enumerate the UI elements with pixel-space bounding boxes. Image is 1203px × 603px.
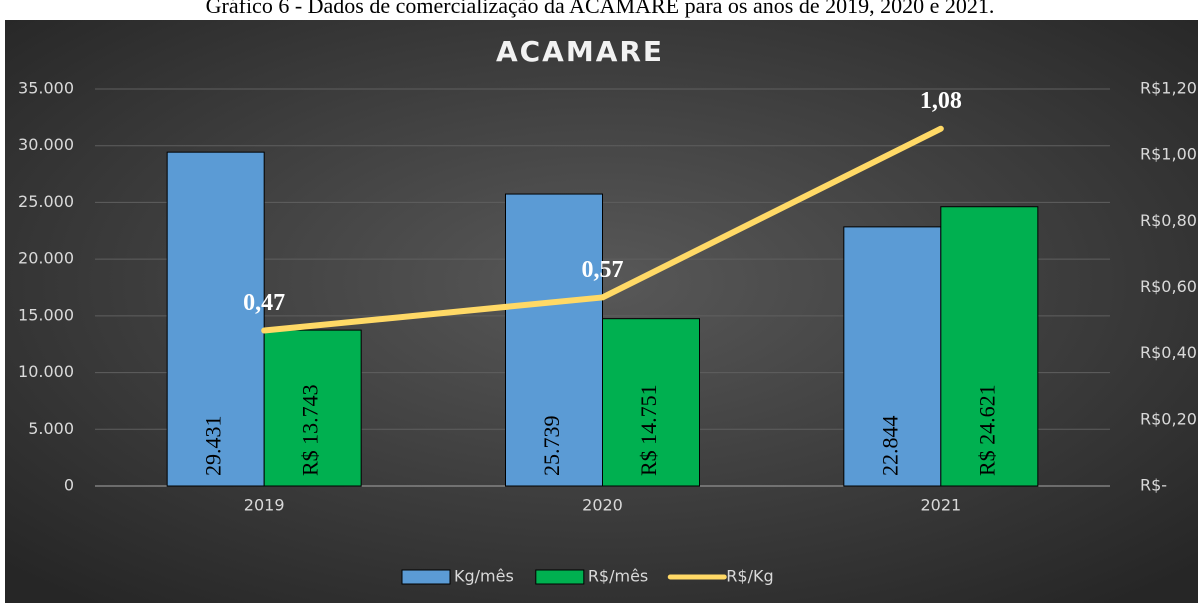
bar: [940, 206, 1039, 487]
y-tick-label: 10.000: [18, 362, 74, 381]
y2-tick-label: R$0,80: [1140, 211, 1197, 230]
y2-tick-label: R$1,00: [1140, 145, 1197, 164]
bar: [263, 329, 362, 487]
y-tick-label: 15.000: [18, 305, 74, 324]
data-label: R$ 24.621: [974, 384, 999, 476]
data-label: 0,57: [582, 257, 624, 283]
y-tick-label: 35.000: [18, 79, 74, 98]
y2-tick-label: R$1,20: [1140, 79, 1197, 98]
bar: [166, 151, 265, 487]
legend-label: R$/Kg: [726, 567, 773, 586]
data-label: 1,08: [920, 88, 962, 114]
legend-label: R$/mês: [588, 567, 648, 586]
data-label: 22.844: [877, 416, 902, 477]
x-tick-label: 2020: [582, 496, 623, 515]
x-tick-label: 2021: [920, 496, 961, 515]
data-label: 25.739: [539, 416, 564, 477]
legend-label: Kg/mês: [454, 567, 514, 586]
y2-tick-label: R$0,40: [1140, 343, 1197, 362]
y-tick-label: 20.000: [18, 249, 74, 268]
y-tick-label: 5.000: [28, 419, 74, 438]
y2-tick-label: R$-: [1140, 476, 1167, 495]
bar: [505, 193, 603, 487]
chart-title: ACAMARE: [496, 35, 664, 68]
x-tick-label: 2019: [244, 496, 285, 515]
y2-tick-label: R$0,60: [1140, 277, 1197, 296]
data-label: 29.431: [201, 416, 226, 477]
y-tick-label: 0: [64, 476, 74, 495]
y2-tick-label: R$0,20: [1140, 409, 1197, 428]
y-tick-label: 25.000: [18, 192, 74, 211]
legend-swatch: [401, 569, 451, 585]
data-label: 0,47: [243, 290, 285, 316]
legend-swatch: [535, 569, 585, 585]
data-label: R$ 14.751: [636, 384, 661, 476]
bar: [843, 226, 942, 487]
caption: Gráfico 6 - Dados de comercialização da …: [206, 0, 995, 18]
data-label: R$ 13.743: [298, 384, 323, 476]
line: [261, 125, 944, 334]
y-tick-label: 30.000: [18, 135, 74, 154]
bar: [602, 318, 700, 487]
